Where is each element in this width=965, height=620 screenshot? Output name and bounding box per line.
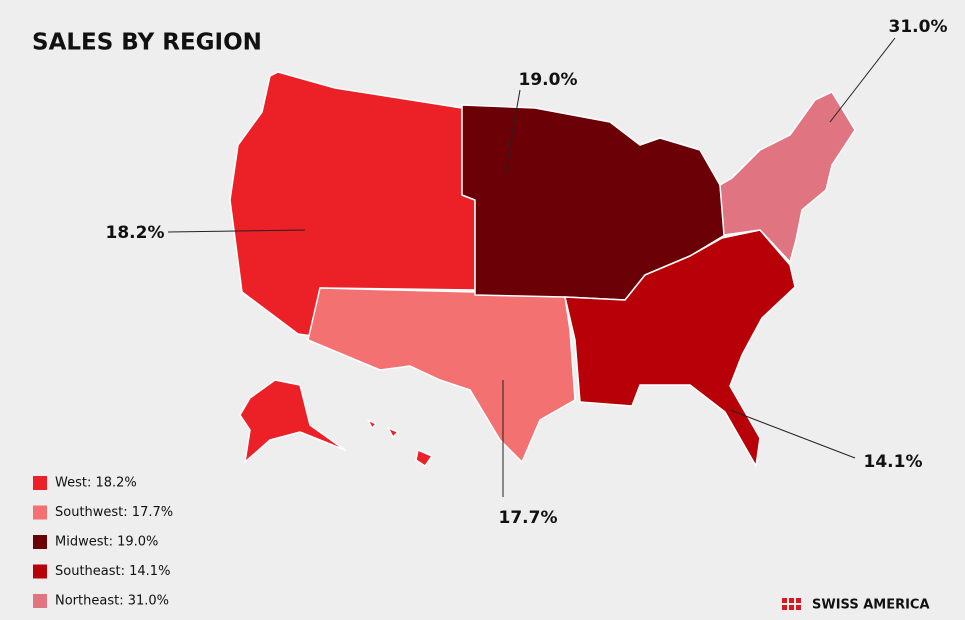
- chart-title: SALES BY REGION: [32, 30, 262, 56]
- value-label: 17.7%: [499, 508, 558, 528]
- value-label: 19.0%: [519, 70, 578, 90]
- region-shape: [415, 449, 433, 467]
- region-shape: [239, 379, 346, 463]
- region-shape: [367, 419, 377, 429]
- leader-line: [167, 229, 306, 233]
- value-label: 31.0%: [889, 17, 948, 37]
- legend-label: Southwest: 17.7%: [55, 505, 173, 520]
- legend-swatch: [33, 476, 47, 490]
- region-shape: [564, 229, 796, 467]
- legend-label: Southeast: 14.1%: [55, 564, 170, 579]
- region-shape: [719, 91, 856, 263]
- legend-label: Northeast: 31.0%: [55, 594, 169, 609]
- value-label: 14.1%: [864, 452, 923, 472]
- brand-name: SWISS AMERICA: [812, 598, 930, 613]
- leader-line: [504, 89, 521, 176]
- legend-swatch: [33, 535, 47, 549]
- region-shape: [387, 427, 399, 438]
- brand-logo: [782, 598, 801, 610]
- value-label: 18.2%: [106, 223, 165, 243]
- leader-line: [829, 37, 896, 123]
- legend-label: West: 18.2%: [55, 476, 137, 491]
- legend-swatch: [33, 505, 47, 520]
- legend-label: Midwest: 19.0%: [55, 535, 158, 550]
- legend-swatch: [33, 564, 47, 579]
- leader-line: [729, 409, 856, 459]
- legend-swatch: [33, 594, 47, 608]
